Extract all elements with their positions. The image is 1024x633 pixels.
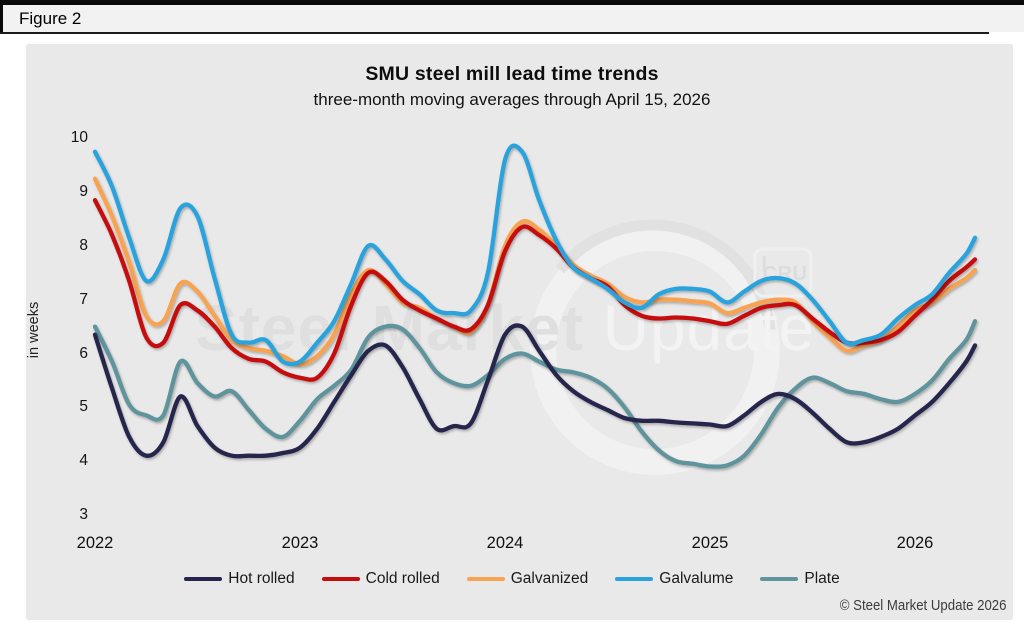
- copyright-text: © Steel Market Update 2026: [839, 597, 1006, 614]
- series-line-galvalume: [92, 143, 978, 367]
- y-tick-7: 7: [79, 290, 88, 308]
- chart-subtitle: three-month moving averages through Apri…: [313, 90, 711, 109]
- legend-item-galvanized: Galvanized: [466, 570, 589, 588]
- figure-header-strip: Figure 2: [0, 5, 1024, 32]
- y-tick-9: 9: [79, 183, 88, 201]
- legend-swatch-icon: [184, 576, 223, 582]
- legend-item-hot-rolled: Hot rolled: [184, 570, 295, 588]
- watermark-swoosh-circle: [530, 225, 780, 475]
- x-tick-2024: 2024: [486, 534, 524, 552]
- x-tick-2023: 2023: [281, 534, 319, 552]
- y-tick-10: 10: [70, 129, 88, 147]
- legend-swatch-icon: [760, 576, 799, 582]
- y-tick-6: 6: [79, 344, 88, 362]
- x-tick-2026: 2026: [896, 534, 934, 552]
- figure-label: Figure 2: [19, 9, 82, 28]
- y-axis-label: in weeks: [26, 301, 42, 359]
- y-tick-3: 3: [79, 505, 88, 523]
- x-tick-2022: 2022: [76, 534, 114, 552]
- legend-item-plate: Plate: [760, 570, 840, 588]
- header-divider-line: [0, 32, 989, 34]
- legend-swatch-icon: [615, 576, 654, 582]
- watermark-swoosh-arc: [555, 219, 776, 331]
- series-line-galvanized: [92, 176, 978, 367]
- chart-title: SMU steel mill lead time trends: [365, 63, 659, 85]
- chart-legend: Hot rolled Cold rolled Galvanized Galvalume…: [0, 570, 1024, 588]
- legend-label: Galvanized: [510, 570, 589, 587]
- legend-item-galvalume: Galvalume: [615, 570, 733, 588]
- series-line-plate: [92, 319, 978, 469]
- y-tick-5: 5: [79, 398, 88, 416]
- series-lines-layer: [92, 143, 978, 469]
- series-line-cold-rolled: [92, 198, 978, 382]
- top-border-bar: [0, 0, 1024, 5]
- legend-label: Cold rolled: [365, 570, 440, 587]
- legend-label: Hot rolled: [228, 570, 295, 587]
- y-tick-4: 4: [79, 452, 88, 470]
- legend-swatch-icon: [321, 576, 360, 582]
- cru-logo-text: CRU: [763, 263, 808, 285]
- x-tick-2025: 2025: [691, 534, 729, 552]
- y-tick-8: 8: [79, 236, 88, 254]
- legend-label: Plate: [804, 570, 840, 587]
- legend-swatch-icon: [466, 576, 505, 582]
- legend-item-cold-rolled: Cold rolled: [321, 570, 440, 588]
- legend-label: Galvalume: [659, 570, 734, 587]
- series-line-hot-rolled: [92, 323, 978, 459]
- chart-card: [24, 42, 1015, 622]
